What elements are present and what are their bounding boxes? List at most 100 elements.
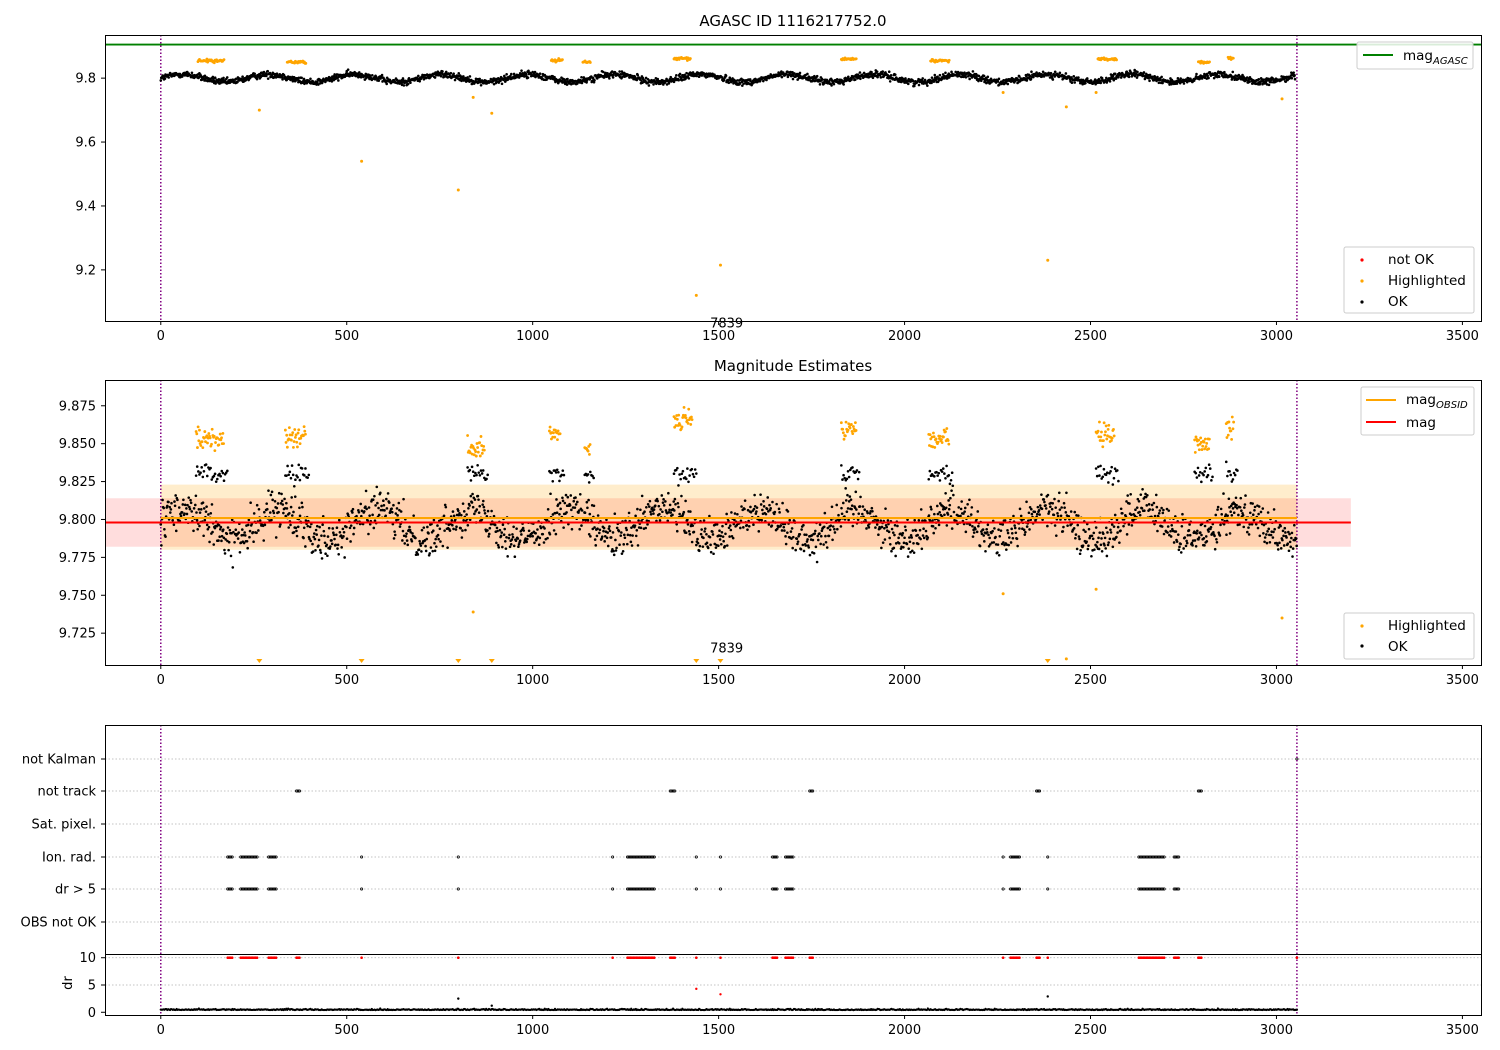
ok-point bbox=[926, 84, 929, 87]
ok-point bbox=[1052, 513, 1056, 517]
ok-point bbox=[227, 548, 230, 552]
ok-point bbox=[403, 542, 407, 545]
ok-point bbox=[686, 467, 689, 470]
ok-point bbox=[293, 495, 297, 498]
ok-point bbox=[285, 474, 288, 477]
legend-mag-agasc-sub: AGASC bbox=[1432, 56, 1468, 67]
ok-point bbox=[216, 477, 219, 481]
ok-point bbox=[896, 524, 899, 528]
ok-point bbox=[614, 538, 617, 542]
ok-point bbox=[340, 546, 343, 549]
ok-point bbox=[1200, 480, 1203, 484]
ok-point bbox=[1143, 509, 1146, 513]
ok-point bbox=[1158, 509, 1162, 512]
ok-point bbox=[1009, 541, 1013, 544]
ok-point bbox=[1215, 540, 1219, 544]
ok-point bbox=[1145, 504, 1149, 507]
ok-point bbox=[459, 513, 463, 517]
ok-point bbox=[302, 536, 305, 540]
ok-point bbox=[920, 547, 924, 551]
ok-point bbox=[993, 527, 996, 530]
ok-point bbox=[1046, 524, 1049, 528]
ok-point bbox=[195, 465, 199, 468]
ok-point bbox=[554, 532, 558, 536]
ok-point bbox=[992, 541, 996, 544]
ok-point bbox=[508, 533, 511, 537]
ok-point bbox=[251, 530, 255, 534]
ok-point bbox=[504, 540, 507, 543]
ok-point bbox=[277, 491, 281, 495]
ok-point bbox=[296, 525, 300, 529]
ok-point bbox=[201, 501, 205, 504]
ok-point bbox=[1072, 527, 1076, 530]
highlighted-point bbox=[199, 444, 203, 447]
ok-point bbox=[565, 83, 569, 86]
highlighted-point bbox=[690, 418, 694, 422]
ok-point bbox=[1104, 547, 1107, 550]
highlighted-point bbox=[854, 57, 858, 61]
ok-point bbox=[337, 79, 340, 82]
ok-point bbox=[1162, 508, 1165, 512]
ok-point bbox=[850, 504, 854, 507]
ok-point bbox=[1072, 75, 1076, 78]
ok-point bbox=[390, 507, 393, 511]
ok-point bbox=[1247, 533, 1251, 536]
ok-point bbox=[725, 544, 729, 547]
ok-point bbox=[634, 534, 638, 538]
ok-point bbox=[677, 505, 680, 509]
ok-point bbox=[749, 79, 752, 83]
ok-point bbox=[1056, 512, 1059, 515]
ok-point bbox=[997, 528, 1000, 531]
ok-point bbox=[1119, 529, 1122, 532]
ok-point bbox=[533, 70, 537, 74]
ok-point bbox=[725, 512, 728, 516]
ok-point bbox=[658, 512, 661, 516]
ok-point bbox=[964, 75, 968, 79]
ok-point bbox=[877, 533, 880, 536]
ok-point bbox=[500, 531, 504, 534]
ok-point bbox=[1187, 529, 1191, 532]
ok-point bbox=[555, 511, 559, 515]
ok-point bbox=[187, 496, 191, 499]
ok-point bbox=[1116, 525, 1120, 529]
ok-point bbox=[1170, 523, 1174, 527]
ok-point bbox=[1111, 545, 1115, 549]
ok-point bbox=[1092, 531, 1096, 535]
ok-point bbox=[320, 557, 324, 560]
ok-point bbox=[1040, 493, 1043, 496]
ok-point bbox=[416, 553, 420, 556]
ok-point bbox=[823, 511, 827, 515]
highlighted-point bbox=[217, 443, 221, 447]
ok-point bbox=[791, 77, 795, 81]
ok-point bbox=[904, 528, 908, 532]
ok-point bbox=[1203, 524, 1207, 528]
ok-point bbox=[931, 519, 934, 522]
ok-point bbox=[1276, 548, 1280, 551]
ok-point bbox=[636, 544, 640, 547]
ok-point bbox=[238, 550, 242, 554]
ok-point bbox=[871, 509, 874, 513]
ok-point bbox=[630, 544, 634, 547]
ok-point bbox=[1018, 507, 1022, 511]
ok-point bbox=[1011, 536, 1015, 540]
ok-point bbox=[688, 532, 692, 536]
ok-point bbox=[367, 532, 370, 536]
ok-point bbox=[742, 526, 745, 529]
ok-point bbox=[1096, 540, 1099, 544]
ok-point bbox=[951, 484, 955, 488]
ok-point bbox=[976, 510, 980, 513]
ok-point bbox=[302, 77, 306, 81]
ok-point bbox=[1174, 530, 1178, 533]
ok-point bbox=[304, 467, 307, 470]
ok-point bbox=[1138, 513, 1142, 517]
ok-point bbox=[1038, 513, 1041, 516]
ok-point bbox=[1235, 503, 1238, 507]
ok-point bbox=[1196, 529, 1199, 533]
ok-point bbox=[371, 513, 374, 517]
ok-point bbox=[609, 536, 613, 539]
ok-point bbox=[802, 523, 805, 527]
ok-point bbox=[902, 545, 905, 549]
ok-point bbox=[635, 528, 639, 532]
highlighted-point bbox=[195, 432, 199, 436]
legend-highlighted-label: Highlighted bbox=[1388, 273, 1466, 289]
